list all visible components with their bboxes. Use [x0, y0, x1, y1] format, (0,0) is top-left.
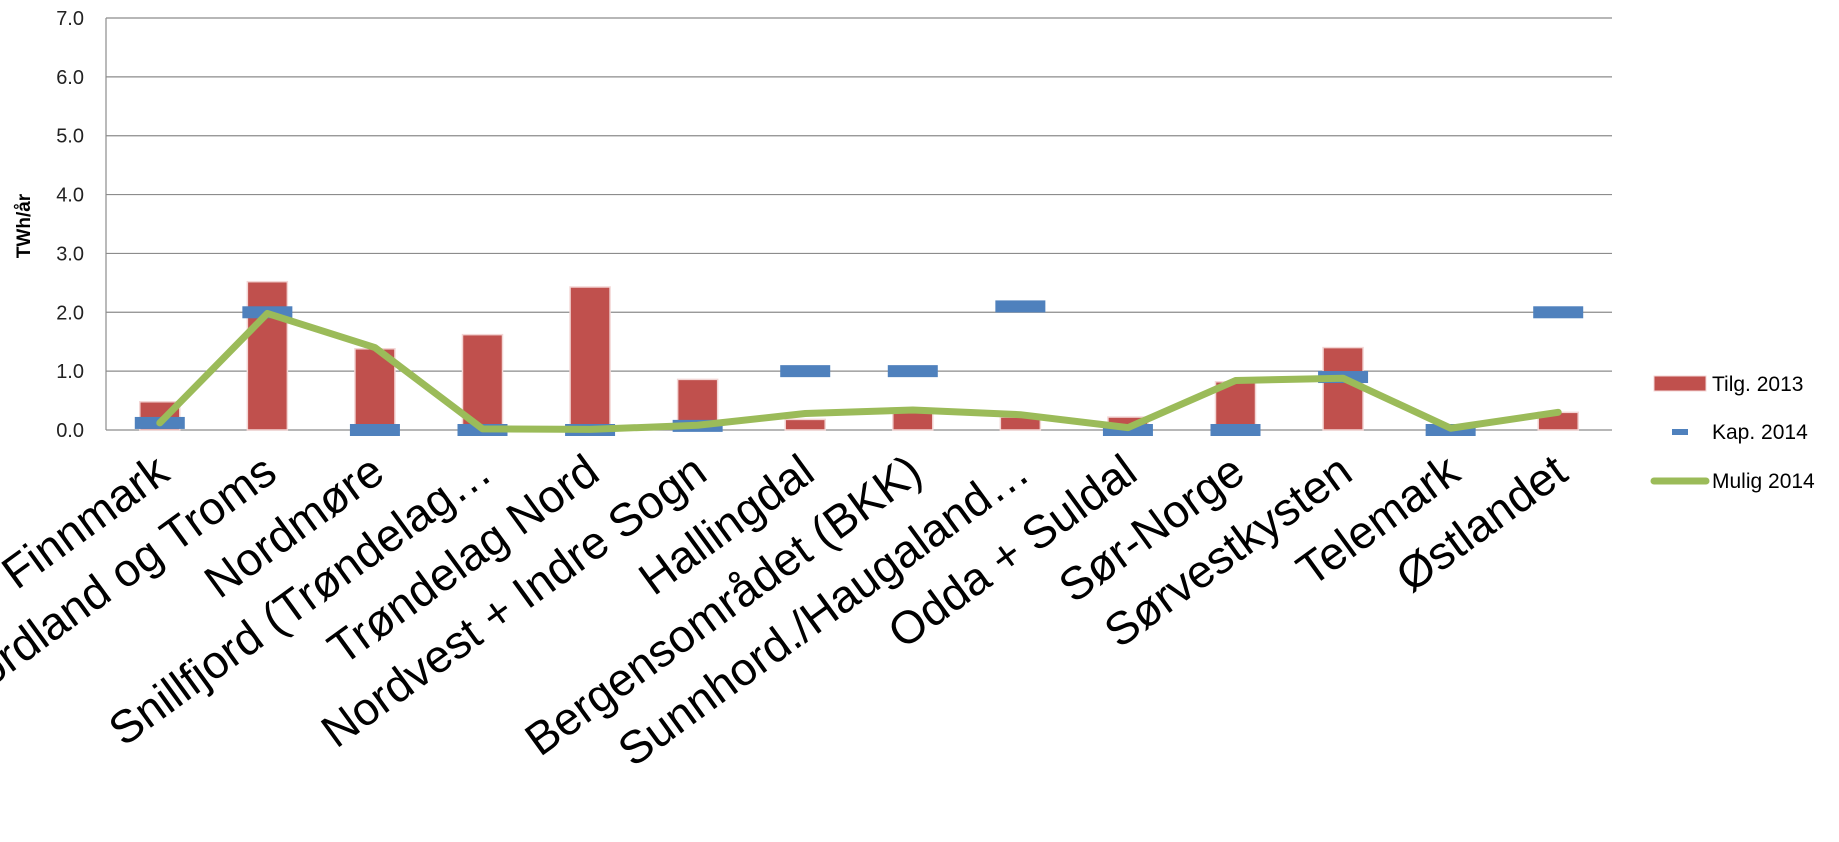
legend: Tilg. 2013 Kap. 2014 Mulig 2014: [1650, 373, 1815, 493]
y-tick-label: 4.0: [56, 185, 84, 207]
legend-label-mulig-2014: Mulig 2014: [1712, 470, 1815, 493]
y-tick-label: 3.0: [56, 243, 84, 265]
bar-tilg-2013: [569, 286, 611, 431]
gridlines: [105, 17, 1612, 431]
marker-kap-2014: [1533, 306, 1584, 319]
bar-tilg-2013: [892, 411, 934, 431]
y-tick-label: 0.0: [56, 420, 84, 442]
legend-label-kap-2014: Kap. 2014: [1712, 421, 1808, 444]
bars-tilg-2013: [139, 280, 1579, 431]
marker-kap-2014: [1210, 424, 1261, 436]
legend-swatch-tilg-2013: [1653, 375, 1707, 392]
y-axis-label: TWh/år: [14, 193, 35, 258]
y-tick-label: 7.0: [56, 8, 84, 30]
bar-tilg-2013: [246, 280, 289, 431]
marker-kap-2014: [780, 365, 831, 378]
y-tick-label: 6.0: [56, 67, 84, 89]
legend-label-tilg-2013: Tilg. 2013: [1712, 373, 1803, 396]
marker-kap-2014: [995, 300, 1046, 313]
bar-tilg-2013: [1322, 346, 1364, 431]
bar-tilg-2013: [784, 418, 826, 431]
legend-swatch-kap-2014: [1672, 429, 1688, 435]
marker-kap-2014: [349, 424, 400, 436]
line-mulig-2014: [156, 309, 1562, 433]
y-tick-label: 2.0: [56, 302, 84, 324]
markers-kap-2014: [134, 300, 1584, 436]
marker-kap-2014: [887, 365, 938, 378]
y-axis-ticks: 0.0 1.0 2.0 3.0 4.0 5.0 6.0 7.0: [56, 8, 84, 442]
y-tick-label: 1.0: [56, 361, 84, 383]
series-line-mulig-2014: [156, 309, 1562, 433]
y-tick-label: 5.0: [56, 126, 84, 148]
